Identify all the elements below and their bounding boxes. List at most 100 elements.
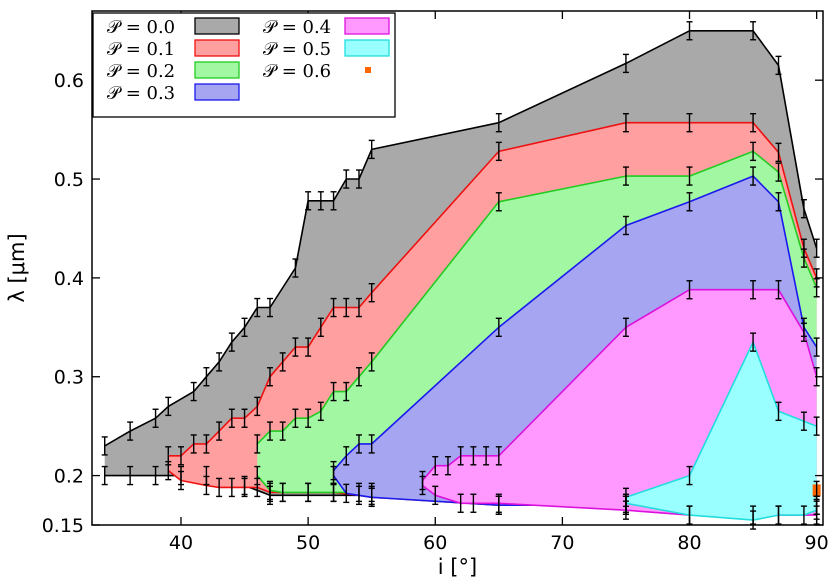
legend-label: 𝒫 = 0.5 [263, 39, 331, 60]
y-tick-label: 0.4 [54, 268, 84, 290]
y-tick-label: 0.2 [54, 466, 84, 488]
legend: 𝒫 = 0.0𝒫 = 0.1𝒫 = 0.2𝒫 = 0.3𝒫 = 0.4𝒫 = 0… [92, 12, 396, 118]
y-tick-label: 0.5 [54, 169, 84, 191]
error-bar-2-13 [750, 141, 757, 162]
error-bar-2-1 [266, 421, 273, 441]
error-bar-2-18 [266, 480, 273, 501]
error-bar-2-14 [775, 162, 782, 182]
error-bar-4-8 [686, 280, 693, 300]
error-bar-5-2 [750, 332, 757, 352]
legend-label: 𝒫 = 0.2 [107, 61, 175, 82]
error-bar-0-23 [800, 198, 807, 219]
error-bar-2-12 [686, 166, 693, 186]
error-bar-0-24 [813, 238, 820, 258]
legend-swatch [365, 67, 371, 73]
error-bar-3-1 [343, 446, 350, 466]
error-bar-1-6 [241, 408, 248, 428]
error-bar-2-0 [254, 434, 261, 454]
error-bar-point-6-0 [813, 480, 820, 501]
error-bar-1-28 [228, 477, 235, 498]
error-bar-0-3 [165, 396, 172, 417]
y-axis-title: λ [μm] [5, 233, 29, 302]
error-bar-3-6 [686, 192, 693, 212]
error-bar-5-5 [813, 416, 820, 436]
error-bar-3-4 [495, 317, 502, 338]
error-bar-4-14 [432, 485, 439, 506]
error-bar-3-2 [355, 434, 362, 454]
error-bar-1-12 [317, 317, 324, 338]
legend-swatch [194, 61, 240, 79]
error-bar-1-15 [355, 297, 362, 318]
error-bar-4-3 [457, 446, 464, 466]
legend-label: 𝒫 = 0.0 [107, 17, 175, 38]
x-tick-label: 80 [677, 532, 701, 554]
error-bar-3-7 [750, 166, 757, 186]
legend-label: 𝒫 = 0.1 [107, 39, 175, 60]
x-tick-label: 50 [296, 532, 320, 554]
error-bar-1-19 [686, 112, 693, 133]
error-bar-1-24 [165, 460, 172, 481]
error-bar-0-19 [622, 53, 629, 74]
error-bar-layer [101, 21, 820, 530]
error-bar-2-2 [279, 421, 286, 441]
error-bar-2-9 [368, 352, 375, 372]
error-bar-5-4 [800, 411, 807, 431]
error-bar-1-10 [292, 337, 299, 357]
error-bar-0-1 [127, 421, 134, 441]
error-bar-3-3 [368, 434, 375, 454]
series-upper-line-1 [168, 121, 818, 457]
error-bar-0-15 [343, 169, 350, 189]
error-bar-5-1 [686, 465, 693, 486]
x-tick-label: 90 [805, 532, 829, 554]
error-bar-0-11 [292, 258, 299, 278]
error-bar-0-4 [190, 381, 197, 402]
error-bar-3-5 [622, 215, 629, 236]
error-bar-1-13 [330, 297, 337, 318]
error-bar-1-9 [279, 352, 286, 372]
legend-swatch [344, 39, 390, 57]
error-bar-3-8 [775, 192, 782, 212]
legend-swatch [194, 17, 240, 35]
error-bar-0-14 [330, 191, 337, 211]
error-bar-0-13 [317, 191, 324, 211]
legend-label: 𝒫 = 0.3 [107, 83, 175, 104]
error-bar-2-5 [317, 401, 324, 422]
error-bar-0-18 [495, 112, 502, 133]
error-bar-2-10 [495, 192, 502, 212]
error-bar-4-11 [800, 322, 807, 342]
error-bar-0-12 [305, 191, 312, 211]
x-axis-title: i [°] [438, 555, 477, 579]
error-bar-0-0 [101, 436, 108, 456]
error-bar-2-8 [355, 367, 362, 387]
error-bar-5-10 [800, 505, 807, 525]
error-bar-1-3 [203, 434, 210, 454]
error-bar-1-2 [190, 434, 197, 454]
error-bar-4-6 [495, 446, 502, 466]
error-bar-0-16 [355, 169, 362, 189]
error-bar-4-13 [419, 475, 426, 496]
error-bar-4-4 [470, 446, 477, 466]
legend-swatch [194, 39, 240, 57]
error-bar-1-29 [241, 477, 248, 498]
error-bar-2-4 [305, 408, 312, 428]
error-bar-0-9 [254, 297, 261, 318]
series-upper-line-5 [625, 341, 817, 499]
error-bar-2-17 [254, 465, 261, 486]
error-bar-1-11 [305, 337, 312, 357]
error-bar-1-27 [216, 477, 223, 498]
error-bar-4-5 [483, 446, 490, 466]
error-bar-0-26 [127, 465, 134, 486]
error-bar-0-2 [152, 408, 159, 428]
error-bar-5-9 [775, 505, 782, 525]
series-layer [104, 29, 821, 521]
error-bar-1-7 [254, 396, 261, 417]
error-bar-1-14 [343, 297, 350, 318]
x-tick-label: 70 [550, 532, 574, 554]
error-bar-3-13 [368, 487, 375, 508]
error-bar-2-11 [622, 166, 629, 186]
error-bar-4-2 [444, 455, 451, 476]
error-bar-0-27 [152, 465, 159, 486]
error-bar-1-4 [216, 421, 223, 441]
error-bar-1-17 [495, 141, 502, 162]
